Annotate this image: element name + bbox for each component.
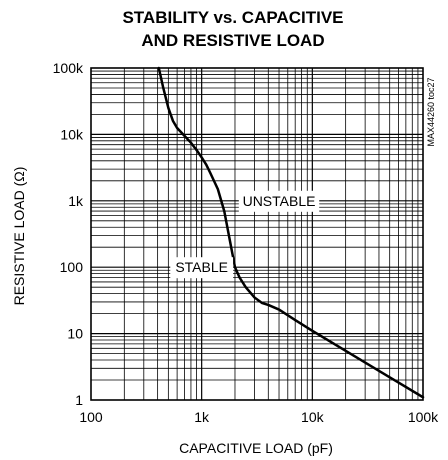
- y-tick-label: 100k: [53, 60, 84, 76]
- chart-title-line-2: AND RESISTIVE LOAD: [141, 31, 324, 50]
- stability-boundary-line: [157, 66, 425, 399]
- annotation-stable: STABLE: [170, 257, 234, 279]
- annotation-background: [238, 190, 320, 212]
- y-tick-label: 1k: [68, 193, 84, 209]
- x-tick-label: 10k: [301, 409, 325, 425]
- x-tick-label: 100: [79, 409, 103, 425]
- y-tick-label: 10k: [60, 126, 84, 142]
- x-tick-label: 1k: [194, 409, 210, 425]
- y-tick-label: 100: [60, 259, 84, 275]
- y-tick-label: 10: [67, 326, 83, 342]
- y-tick-label: 1: [75, 392, 83, 408]
- part-number-watermark: MAX44260 toc27: [426, 77, 436, 146]
- annotation-background: [170, 257, 234, 279]
- y-tick-labels: 1 10 100 1k 10k 100k: [53, 60, 84, 408]
- x-tick-labels: 100 1k 10k 100k: [79, 409, 439, 425]
- y-axis-label: RESISTIVE LOAD (Ω): [11, 167, 27, 306]
- annotation-label: UNSTABLE: [243, 193, 316, 209]
- plot-frame: [90, 67, 424, 401]
- annotation-unstable: UNSTABLE: [238, 190, 320, 212]
- annotation-label: STABLE: [175, 259, 228, 275]
- chart-annotations: UNSTABLE STABLE: [170, 190, 320, 279]
- chart-title-line-1: STABILITY vs. CAPACITIVE: [122, 8, 343, 27]
- x-axis-label: CAPACITIVE LOAD (pF): [179, 440, 333, 456]
- plot-grid: [91, 68, 423, 400]
- x-tick-label: 100k: [408, 409, 439, 425]
